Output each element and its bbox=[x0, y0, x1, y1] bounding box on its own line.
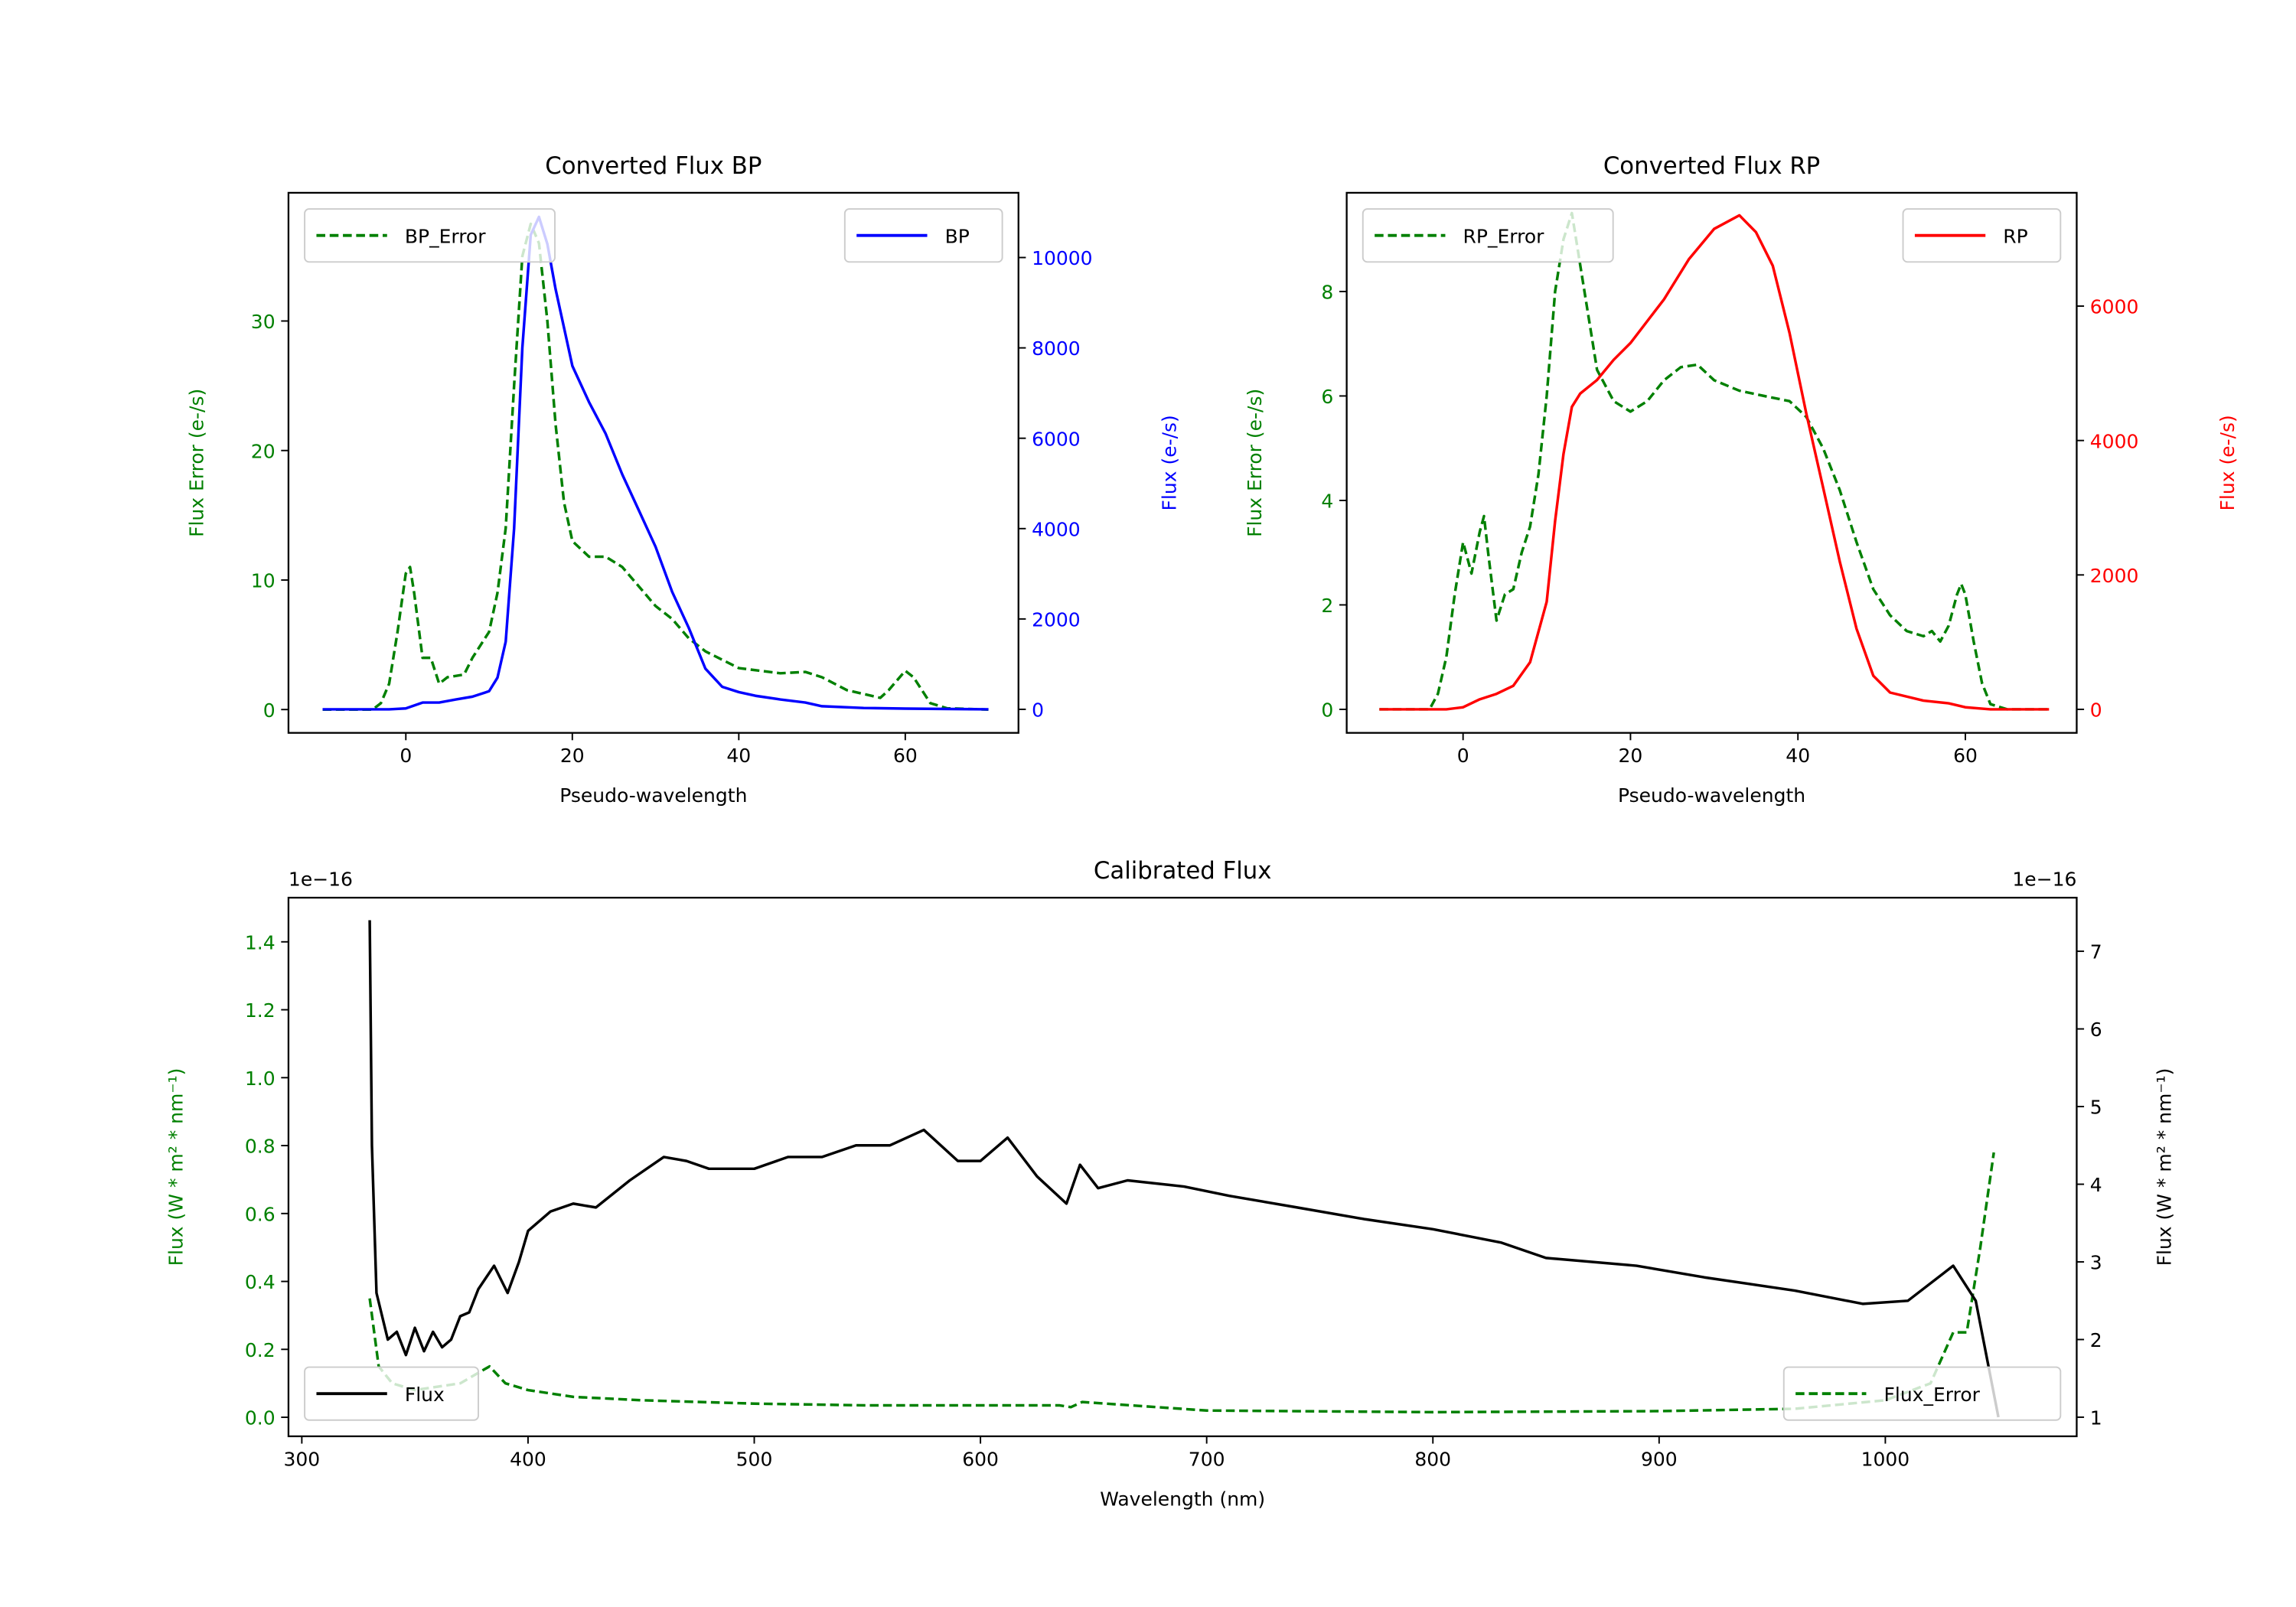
y-right-tick-label: 10000 bbox=[1032, 247, 1093, 269]
y-left-axis-label: Flux (W * m² * nm⁻¹) bbox=[165, 1068, 187, 1266]
y-right-tick-label: 4 bbox=[2090, 1174, 2102, 1196]
y-right-tick-label: 0 bbox=[1032, 699, 1044, 722]
legend-legend-right: RP bbox=[1902, 208, 2062, 263]
y-right-tick-label: 0 bbox=[2090, 699, 2102, 722]
x-axis-label: Pseudo-wavelength bbox=[559, 784, 747, 807]
chart-title: Calibrated Flux bbox=[1094, 857, 1272, 885]
y-left-tick-label: 0 bbox=[1321, 699, 1333, 722]
legend-box bbox=[304, 208, 556, 263]
y-left-axis-label: Flux Error (e-/s) bbox=[1244, 389, 1266, 537]
y-left-tick-label: 1.4 bbox=[245, 931, 276, 953]
series-rp-line bbox=[1379, 214, 2050, 711]
x-tick-label: 500 bbox=[736, 1448, 773, 1470]
y-right-tick-label: 2000 bbox=[2090, 565, 2139, 587]
y-right-tick-label: 6000 bbox=[2090, 296, 2139, 318]
y-right-tick-label: 4000 bbox=[2090, 430, 2139, 452]
x-tick-label: 400 bbox=[510, 1448, 546, 1470]
y-right-axis-label: Flux (W * m² * nm⁻¹) bbox=[2154, 1068, 2176, 1266]
chart-title: Converted Flux BP bbox=[545, 152, 762, 180]
y-right-tick-label: 2 bbox=[2090, 1329, 2102, 1351]
y-right-axis-label: Flux (e-/s) bbox=[1159, 415, 1181, 510]
y-right-tick-label: 5 bbox=[2090, 1097, 2102, 1119]
axes-frame bbox=[287, 191, 1019, 734]
y-right-tick-label: 7 bbox=[2090, 941, 2102, 963]
x-axis-label: Wavelength (nm) bbox=[1100, 1488, 1265, 1510]
legend-label: RP bbox=[2003, 225, 2027, 247]
y-left-axis-label: Flux Error (e-/s) bbox=[185, 389, 207, 537]
y-right-axis-label: Flux (e-/s) bbox=[2216, 415, 2239, 510]
legend-legend-left: Flux bbox=[304, 1366, 479, 1421]
legend-box bbox=[304, 1366, 479, 1421]
x-tick-label: 300 bbox=[284, 1448, 321, 1470]
chart-1: 0 20 40 60 0 2 4 6 8 0 2000 4000 6000 Converted Flux … bbox=[1244, 152, 2239, 807]
legend-legend-left: BP_Error bbox=[304, 208, 556, 263]
chart-2: 300 400 500 600 700 800 900 1000 0.0 0.2 0.4 0.6 0.8… bbox=[165, 857, 2175, 1510]
x-tick-label: 0 bbox=[400, 745, 412, 767]
y-right-tick-label: 6 bbox=[2090, 1019, 2102, 1041]
series-bp-line bbox=[322, 215, 989, 711]
y-left-tick-label: 0.6 bbox=[245, 1203, 276, 1225]
y-left-tick-label: 4 bbox=[1321, 491, 1333, 513]
series-bp-error-line bbox=[322, 222, 989, 712]
y-left-tick-label: 0.4 bbox=[245, 1271, 276, 1293]
y-left-tick-label: 6 bbox=[1321, 386, 1333, 408]
y-left-offset-label: 1e−16 bbox=[289, 869, 353, 891]
y-left-tick-label: 8 bbox=[1321, 282, 1333, 304]
y-right-tick-label: 3 bbox=[2090, 1252, 2102, 1274]
y-right-offset-label: 1e−16 bbox=[2012, 869, 2076, 891]
series-flux-line bbox=[368, 920, 2000, 1418]
y-left-tick-label: 0.2 bbox=[245, 1339, 276, 1361]
y-left-tick-label: 20 bbox=[251, 440, 276, 462]
x-tick-label: 40 bbox=[1786, 745, 1810, 767]
series-rp-error-line bbox=[1379, 211, 2050, 711]
x-tick-label: 800 bbox=[1414, 1448, 1451, 1470]
y-left-tick-label: 1.2 bbox=[245, 999, 276, 1022]
y-right-tick-label: 8000 bbox=[1032, 337, 1081, 360]
x-tick-label: 0 bbox=[1457, 745, 1469, 767]
y-left-tick-label: 0.0 bbox=[245, 1407, 276, 1429]
chart-title: Converted Flux RP bbox=[1603, 152, 1820, 180]
x-tick-label: 900 bbox=[1641, 1448, 1678, 1470]
y-left-tick-label: 30 bbox=[251, 311, 276, 333]
x-tick-label: 40 bbox=[726, 745, 751, 767]
x-tick-label: 20 bbox=[1619, 745, 1643, 767]
y-left-tick-label: 10 bbox=[251, 570, 276, 592]
x-axis-label: Pseudo-wavelength bbox=[1618, 784, 1805, 807]
legend-label: RP_Error bbox=[1463, 225, 1545, 247]
series-flux-error-line bbox=[368, 1152, 1995, 1414]
y-left-tick-label: 0 bbox=[263, 699, 276, 722]
legend-box bbox=[1362, 208, 1614, 263]
legend-legend-right: Flux_Error bbox=[1782, 1366, 2062, 1421]
y-right-tick-label: 2000 bbox=[1032, 608, 1081, 631]
legend-box bbox=[1782, 1366, 2062, 1421]
chart-0: 0 20 40 60 0 10 20 30 0 2000 4000 6000 8000 10000 Conv… bbox=[185, 152, 1180, 807]
legend-label: Flux_Error bbox=[1884, 1384, 1981, 1406]
x-tick-label: 1000 bbox=[1861, 1448, 1910, 1470]
legend-label: BP bbox=[945, 225, 970, 247]
x-tick-label: 600 bbox=[962, 1448, 999, 1470]
axes-frame bbox=[1345, 191, 2078, 734]
y-left-tick-label: 0.8 bbox=[245, 1136, 276, 1158]
y-left-tick-label: 2 bbox=[1321, 595, 1333, 617]
legend-label: BP_Error bbox=[405, 225, 486, 247]
legend-legend-right: BP bbox=[843, 208, 1003, 263]
x-tick-label: 60 bbox=[1953, 745, 1978, 767]
x-tick-label: 60 bbox=[893, 745, 918, 767]
y-right-tick-label: 6000 bbox=[1032, 428, 1081, 450]
x-tick-label: 700 bbox=[1189, 1448, 1225, 1470]
legend-legend-left: RP_Error bbox=[1362, 208, 1614, 263]
y-left-tick-label: 1.0 bbox=[245, 1068, 276, 1090]
y-right-tick-label: 4000 bbox=[1032, 518, 1081, 540]
legend-label: Flux bbox=[405, 1384, 445, 1406]
x-tick-label: 20 bbox=[560, 745, 585, 767]
axes-frame bbox=[287, 896, 2078, 1438]
y-right-tick-label: 1 bbox=[2090, 1407, 2102, 1429]
